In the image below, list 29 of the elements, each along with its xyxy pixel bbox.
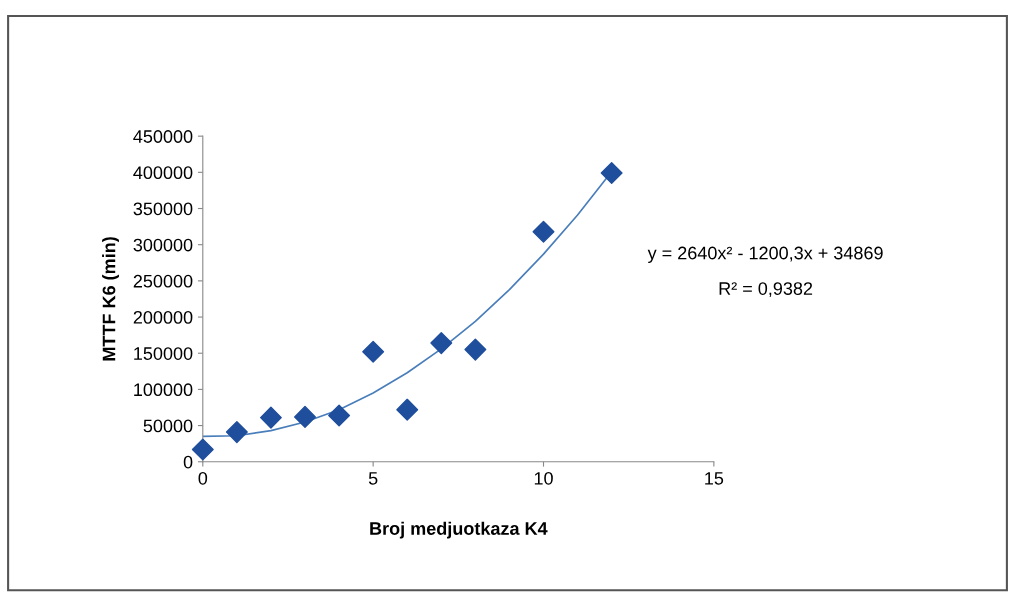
- x-tick-label: 10: [534, 471, 553, 485]
- point: [396, 398, 419, 421]
- y-tick-label: 250000: [133, 274, 193, 288]
- x-tick-label: 0: [198, 471, 208, 485]
- x-axis-title: Broj medjuotkaza K4: [370, 521, 548, 539]
- y-tick-label: 450000: [133, 130, 193, 143]
- y-tick-label: 0: [183, 455, 193, 469]
- y-tick-label: 200000: [133, 310, 193, 324]
- annotation: y = 2640x² - 1200,3x + 34869: [647, 246, 883, 263]
- y-tick-label: 400000: [133, 166, 193, 180]
- y-tick-label: 100000: [134, 383, 193, 397]
- point: [362, 340, 385, 363]
- x-tick-label: 5: [368, 472, 378, 485]
- point: [328, 404, 351, 427]
- point: [294, 405, 317, 428]
- x-tick-label: 15: [705, 472, 724, 485]
- y-tick-label: 150000: [134, 347, 193, 360]
- y-tick-label: 50000: [143, 419, 193, 433]
- point: [225, 421, 248, 444]
- point: [464, 338, 487, 361]
- y-tick-label: 300000: [133, 238, 193, 252]
- point: [430, 332, 453, 355]
- point: [259, 406, 282, 429]
- text: R² = 0,9382: [719, 282, 813, 298]
- y-axis-title: MTTF K6 (min): [102, 237, 119, 361]
- y-tick-label: 350000: [133, 202, 193, 216]
- point: [600, 162, 623, 185]
- point: [532, 220, 555, 243]
- point: [191, 438, 214, 461]
